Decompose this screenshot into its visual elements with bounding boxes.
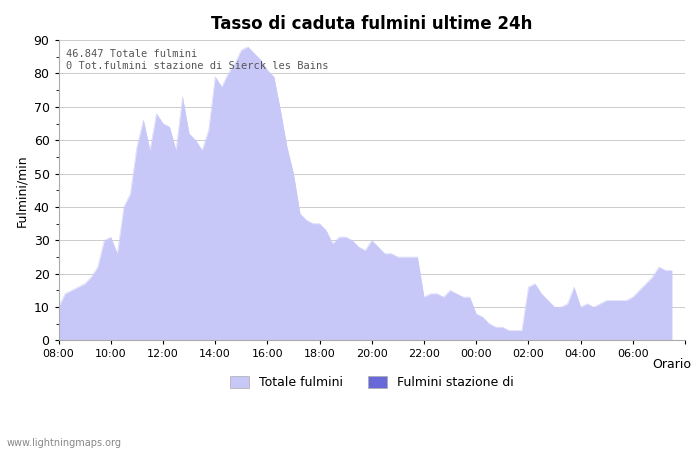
X-axis label: Orario: Orario — [652, 359, 692, 371]
Text: www.lightningmaps.org: www.lightningmaps.org — [7, 438, 122, 448]
Title: Tasso di caduta fulmini ultime 24h: Tasso di caduta fulmini ultime 24h — [211, 15, 533, 33]
Legend: Totale fulmini, Fulmini stazione di: Totale fulmini, Fulmini stazione di — [225, 371, 519, 394]
Text: 46.847 Totale fulmini
0 Tot.fulmini stazione di Sierck les Bains: 46.847 Totale fulmini 0 Tot.fulmini staz… — [66, 49, 328, 71]
Y-axis label: Fulmini/min: Fulmini/min — [15, 154, 28, 227]
